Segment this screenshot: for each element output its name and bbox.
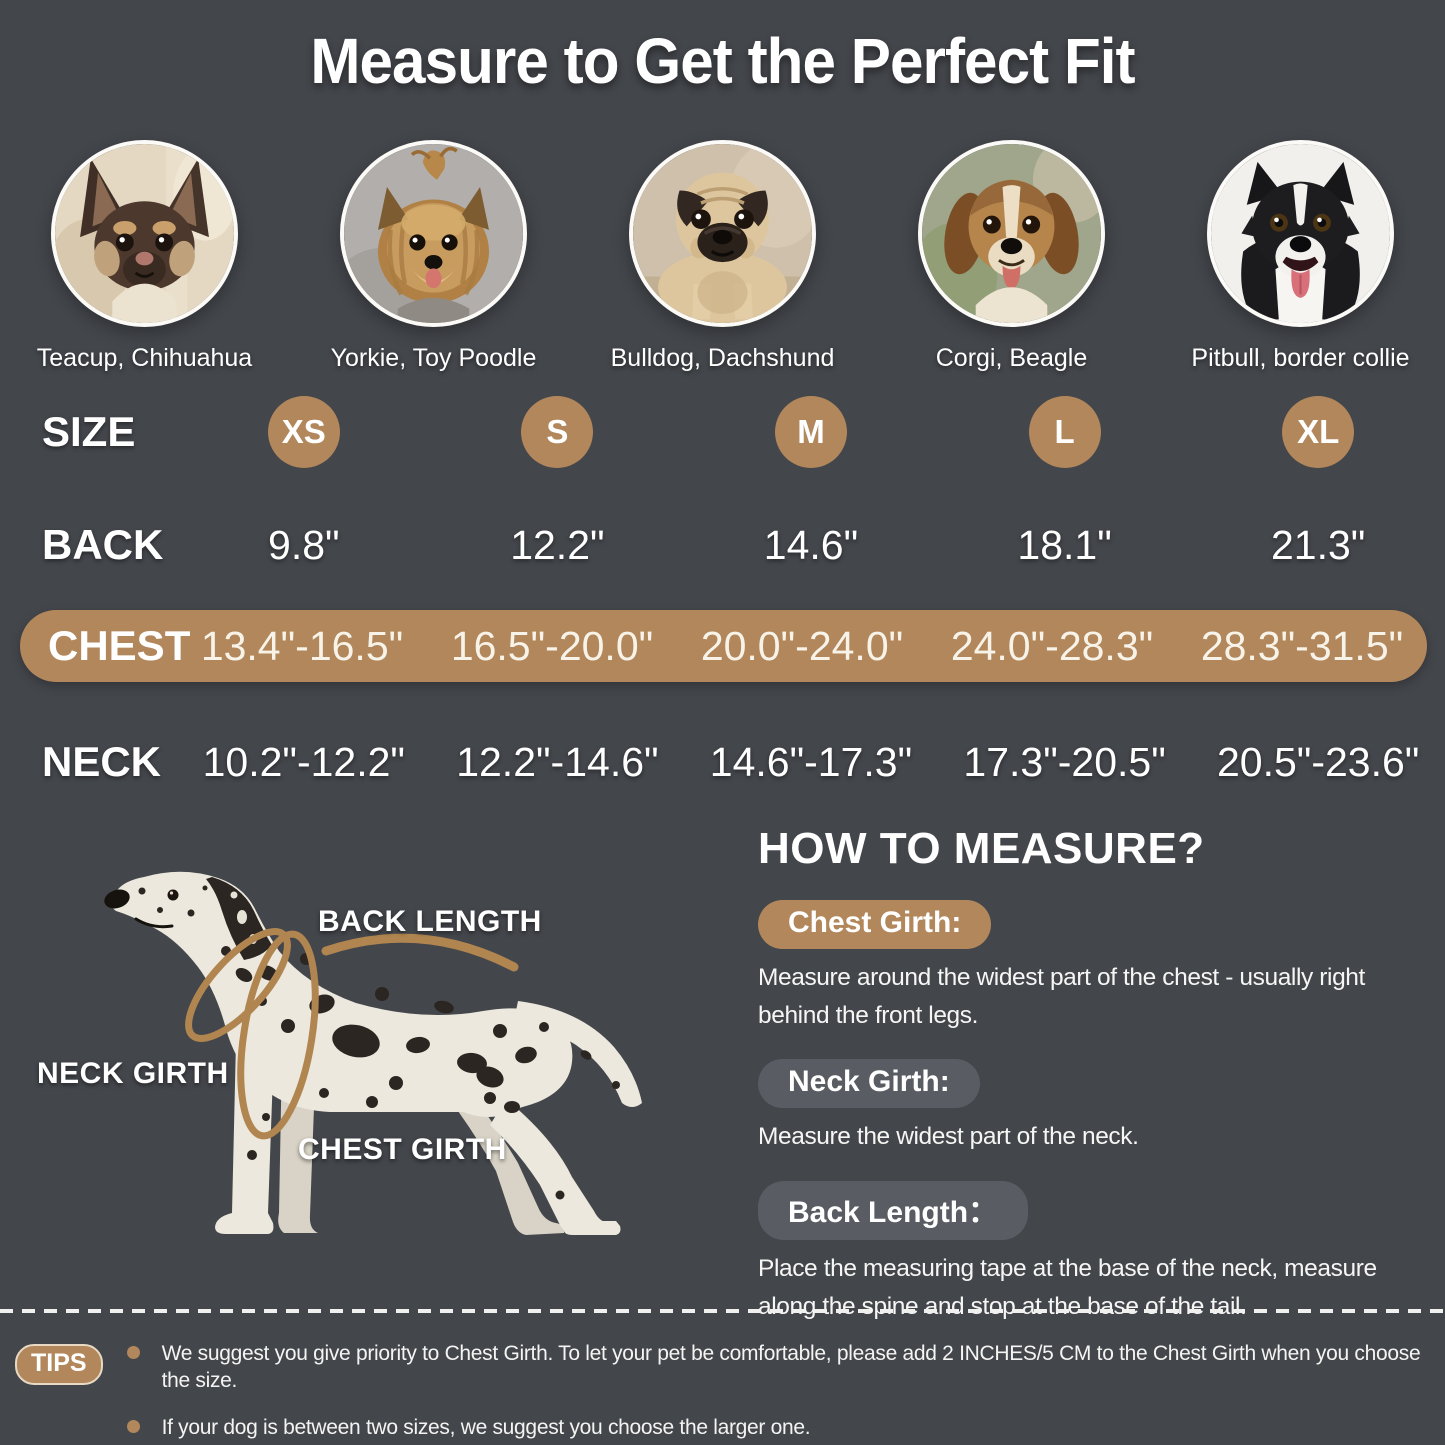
back-length-instruction: Place the measuring tape at the base of … <box>758 1254 1377 1320</box>
tip-text: We suggest you give priority to Chest Gi… <box>161 1342 1421 1393</box>
chest-value: 28.3"-31.5" <box>1200 622 1404 669</box>
tips-badge: TIPS <box>15 1344 103 1385</box>
row-header-neck: NECK <box>42 738 162 785</box>
back-value: 12.2" <box>510 521 605 568</box>
chest-value: 13.4"-16.5" <box>200 622 404 669</box>
neck-row: NECK 10.2"-12.2" 12.2"-14.6" 14.6"-17.3"… <box>0 725 1445 799</box>
tip-item: If your dog is between two sizes, we sug… <box>126 1414 1445 1441</box>
size-cell: S <box>431 396 685 468</box>
chest-girth-label: CHEST GIRTH <box>298 1133 507 1166</box>
neck-value: 12.2"-14.6" <box>456 738 659 785</box>
breed-label: Yorkie, Toy Poodle <box>330 344 537 372</box>
neck-value: 17.3"-20.5" <box>963 738 1166 785</box>
neck-girth-instruction: Measure the widest part of the neck. <box>758 1123 1139 1151</box>
breed-photo <box>918 140 1105 327</box>
breed-row: Teacup, Chihuahua <box>0 140 1445 373</box>
chest-value: 20.0"-24.0" <box>700 622 904 669</box>
neck-value: 14.6"-17.3" <box>709 738 913 785</box>
size-badge-xs: XS <box>267 396 340 468</box>
neck-girth-label: NECK GIRTH <box>37 1057 229 1090</box>
tips-section: TIPS We suggest you give priority to Che… <box>0 1332 1445 1441</box>
neck-value: 10.2"-12.2" <box>202 738 405 785</box>
breed-item: Corgi, Beagle <box>867 140 1156 373</box>
back-row: BACK 9.8" 12.2" 14.6" 18.1" 21.3" <box>0 508 1445 582</box>
tip-item: We suggest you give priority to Chest Gi… <box>126 1340 1445 1395</box>
how-to-measure-section: HOW TO MEASURE? Chest Girth: Measure aro… <box>758 824 1438 1326</box>
chest-value: 24.0"-28.3" <box>950 622 1154 669</box>
back-value: 14.6" <box>763 521 859 568</box>
border-collie-photo-icon <box>1211 144 1390 323</box>
tip-text: If your dog is between two sizes, we sug… <box>161 1415 811 1439</box>
dashed-divider <box>0 1309 1445 1313</box>
breed-photo <box>1207 140 1394 327</box>
back-length-label: BACK LENGTH <box>318 905 542 938</box>
size-badge-xl: XL <box>1282 396 1355 468</box>
size-row: SIZE XS S M L XL <box>0 395 1445 469</box>
chihuahua-photo-icon <box>55 144 234 323</box>
back-length-badge: Back Length： <box>758 1180 1029 1240</box>
yorkie-photo-icon <box>344 144 523 323</box>
breed-label: Teacup, Chihuahua <box>36 344 253 372</box>
size-badge-m: M <box>774 396 847 468</box>
chest-girth-instruction: Measure around the widest part of the ch… <box>758 964 1365 1030</box>
breed-item: Yorkie, Toy Poodle <box>289 140 578 373</box>
size-badge-l: L <box>1028 396 1101 468</box>
measurement-diagram: BACK LENGTH NECK GIRTH CHEST GIRTH <box>20 855 720 1285</box>
breed-photo <box>340 140 527 327</box>
pug-photo-icon <box>633 144 812 323</box>
size-cell: XS <box>177 396 431 468</box>
row-header-size: SIZE <box>42 408 136 455</box>
bullet-dot-icon <box>126 1346 140 1359</box>
back-value: 21.3" <box>1270 521 1366 568</box>
breed-photo <box>629 140 816 327</box>
back-value: 18.1" <box>1017 521 1112 568</box>
chest-girth-badge: Chest Girth: <box>758 900 992 949</box>
size-cell: XL <box>1191 396 1445 468</box>
size-cell: L <box>938 396 1192 468</box>
back-value: 9.8" <box>268 521 340 568</box>
row-header-chest: CHEST <box>48 622 191 669</box>
row-header-back: BACK <box>42 521 164 568</box>
beagle-photo-icon <box>922 144 1101 323</box>
chest-value: 16.5"-20.0" <box>450 622 654 669</box>
breed-label: Bulldog, Dachshund <box>610 344 835 372</box>
tips-list: We suggest you give priority to Chest Gi… <box>126 1332 1445 1441</box>
neck-value: 20.5"-23.6" <box>1216 738 1420 785</box>
breed-label: Corgi, Beagle <box>935 344 1088 372</box>
dalmatian-illustration <box>104 871 642 1235</box>
how-to-measure-heading: HOW TO MEASURE? <box>758 824 1205 873</box>
breed-item: Teacup, Chihuahua <box>0 140 289 373</box>
size-badge-s: S <box>521 396 594 468</box>
breed-item: Bulldog, Dachshund <box>578 140 867 373</box>
chest-row-highlighted: CHEST 13.4"-16.5" 16.5"-20.0" 20.0"-24.0… <box>20 610 1427 682</box>
bullet-dot-icon <box>126 1419 140 1433</box>
page-title: Measure to Get the Perfect Fit <box>310 25 1135 97</box>
breed-photo <box>51 140 238 327</box>
size-cell: M <box>684 396 938 468</box>
neck-girth-badge: Neck Girth: <box>758 1059 980 1109</box>
breed-item: Pitbull, border collie <box>1156 140 1445 373</box>
breed-label: Pitbull, border collie <box>1191 344 1410 372</box>
